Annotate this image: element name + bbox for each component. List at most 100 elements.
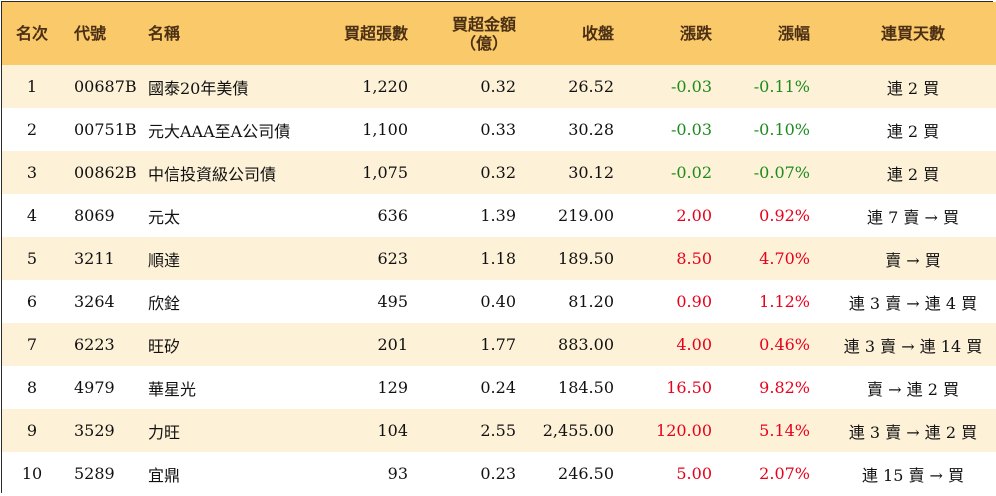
streak-cell: 連 2 買 (886, 121, 940, 141)
rank-cell: 4 (26, 206, 38, 225)
amount-cell: 1.77 (480, 335, 516, 354)
close-cell: 30.12 (568, 163, 614, 182)
name-cell: 宜鼎 (148, 465, 181, 485)
table-row: 4 8069 元太 636 1.39 219.00 2.00 0.92% 連 7 賣 → 買 (2, 194, 996, 237)
close-cell: 26.52 (568, 77, 614, 96)
code-cell: 4979 (74, 378, 115, 397)
change-cell: 8.50 (676, 249, 712, 268)
amount-cell: 0.32 (480, 77, 516, 96)
rank-cell: 1 (26, 77, 38, 96)
rank-cell: 3 (26, 163, 38, 182)
table-body: 1 00687B 國泰20年美債 1,220 0.32 26.52 -0.03 -0.11% 連… (2, 65, 996, 495)
header-name: 名稱 (148, 24, 181, 43)
change-cell: 5.00 (676, 464, 712, 483)
streak-cell: 連 3 賣 → 連 2 買 (848, 422, 978, 442)
lots-cell: 623 (377, 249, 408, 268)
header-change: 漲跌 (679, 24, 712, 43)
streak-cell: 賣 → 買 (885, 250, 941, 270)
lots-cell: 129 (377, 378, 408, 397)
close-cell: 81.20 (568, 292, 614, 311)
rank-cell: 7 (26, 335, 38, 354)
name-cell: 中信投資級公司債 (148, 164, 277, 184)
rank-cell: 10 (21, 464, 43, 483)
change-cell: 16.50 (666, 378, 712, 397)
change-cell: 4.00 (676, 335, 712, 354)
close-cell: 30.28 (568, 120, 614, 139)
change-cell: -0.03 (670, 120, 712, 139)
code-cell: 3529 (74, 421, 115, 440)
lots-cell: 636 (377, 206, 408, 225)
lots-cell: 201 (377, 335, 408, 354)
lots-cell: 1,075 (362, 163, 408, 182)
table-row: 2 00751B 元大AAA至A公司債 1,100 0.33 30.28 -0.03 -0.1… (2, 108, 996, 151)
streak-cell: 連 3 賣 → 連 14 買 (843, 336, 983, 356)
streak-cell: 連 2 買 (886, 164, 940, 184)
header-streak: 連買天數 (880, 24, 945, 43)
header-amount-line1: 買超金額 (451, 14, 516, 34)
pct-cell: 0.46% (759, 335, 810, 354)
code-cell: 00751B (74, 120, 137, 139)
name-cell: 旺矽 (148, 336, 181, 356)
table-row: 1 00687B 國泰20年美債 1,220 0.32 26.52 -0.03 -0.11% 連… (2, 65, 996, 108)
amount-cell: 0.23 (480, 464, 516, 483)
pct-cell: -0.11% (753, 77, 810, 96)
amount-cell: 0.32 (480, 163, 516, 182)
streak-cell: 連 3 賣 → 連 4 買 (848, 293, 978, 313)
table-row: 6 3264 欣銓 495 0.40 81.20 0.90 1.12% 連 3 賣 → 連 4 … (2, 280, 996, 323)
pct-cell: 0.92% (759, 206, 810, 225)
pct-cell: 9.82% (759, 378, 810, 397)
name-cell: 順達 (148, 250, 181, 270)
change-cell: 120.00 (656, 421, 712, 440)
name-cell: 欣銓 (148, 293, 181, 313)
close-cell: 2,455.00 (542, 421, 614, 440)
header-code: 代號 (74, 24, 107, 43)
change-cell: -0.02 (670, 163, 712, 182)
close-cell: 184.50 (558, 378, 614, 397)
streak-cell: 連 2 買 (886, 78, 940, 98)
code-cell: 6223 (74, 335, 115, 354)
table-row: 3 00862B 中信投資級公司債 1,075 0.32 30.12 -0.02 -0.07%… (2, 151, 996, 194)
name-cell: 元太 (148, 207, 181, 227)
header-amount-line2: （億） (459, 33, 508, 53)
table-header-row: 名次 代號 名稱 買超張數 買超金額 （億） 收盤 漲跌 漲幅 連買天數 (2, 2, 996, 65)
amount-cell: 0.33 (480, 120, 516, 139)
streak-cell: 連 15 賣 → 買 (861, 465, 965, 485)
change-cell: 0.90 (676, 292, 712, 311)
rank-cell: 5 (26, 249, 38, 268)
header-amount: 買超金額 （億） (416, 2, 524, 65)
table-row: 7 6223 旺矽 201 1.77 883.00 4.00 0.46% 連 3 賣 → 連 1… (2, 323, 996, 366)
table-row: 8 4979 華星光 129 0.24 184.50 16.50 9.82% 賣 → 連 2 買 (2, 366, 996, 409)
amount-cell: 0.24 (480, 378, 516, 397)
header-lots: 買超張數 (343, 24, 408, 43)
lots-cell: 104 (377, 421, 408, 440)
code-cell: 00862B (74, 163, 137, 182)
code-cell: 3211 (74, 249, 115, 268)
header-close: 收盤 (581, 24, 614, 43)
name-cell: 力旺 (148, 422, 181, 442)
header-rank: 名次 (15, 24, 48, 43)
amount-cell: 1.18 (480, 249, 516, 268)
table-row: 5 3211 順達 623 1.18 189.50 8.50 4.70% 賣 → 買 (2, 237, 996, 280)
header-pct: 漲幅 (777, 24, 810, 43)
close-cell: 883.00 (558, 335, 614, 354)
change-cell: 2.00 (676, 206, 712, 225)
rank-cell: 9 (26, 421, 38, 440)
lots-cell: 93 (387, 464, 408, 483)
pct-cell: 4.70% (759, 249, 810, 268)
streak-cell: 連 7 賣 → 買 (867, 207, 959, 227)
name-cell: 元大AAA至A公司債 (148, 121, 291, 141)
amount-cell: 0.40 (480, 292, 516, 311)
streak-cell: 賣 → 連 2 買 (867, 379, 959, 399)
amount-cell: 2.55 (480, 421, 516, 440)
pct-cell: -0.07% (753, 163, 810, 182)
rank-cell: 2 (26, 120, 38, 139)
code-cell: 00687B (74, 77, 137, 96)
lots-cell: 495 (377, 292, 408, 311)
lots-cell: 1,220 (362, 77, 408, 96)
table-row: 9 3529 力旺 104 2.55 2,455.00 120.00 5.14% 連 3 賣 →… (2, 409, 996, 452)
pct-cell: -0.10% (753, 120, 810, 139)
code-cell: 8069 (74, 206, 115, 225)
lots-cell: 1,100 (362, 120, 408, 139)
